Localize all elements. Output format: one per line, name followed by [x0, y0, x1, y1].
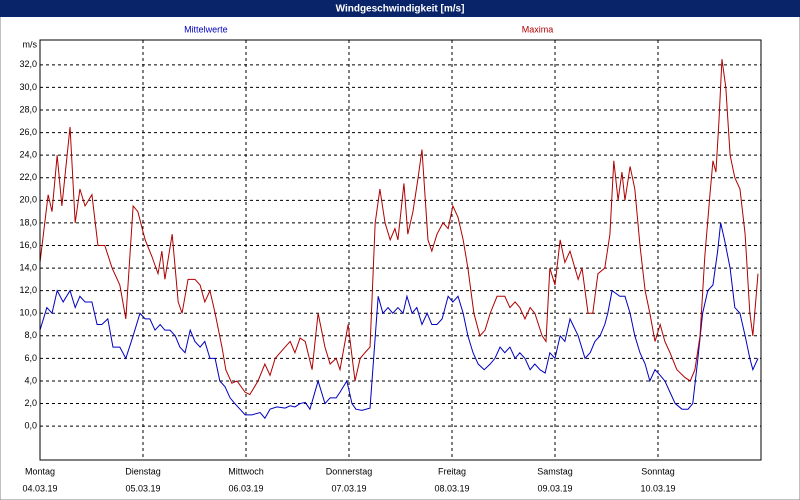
y-axis-unit: m/s: [23, 39, 38, 49]
chart-title: Windgeschwindigkeit [m/s]: [336, 4, 465, 15]
y-tick-label: 12,0: [19, 285, 37, 295]
y-tick-label: 32,0: [19, 59, 37, 69]
y-tick-label: 6,0: [24, 353, 37, 363]
legend-label: Maxima: [522, 24, 554, 34]
y-tick-label: 4,0: [24, 375, 37, 385]
x-tick-label: Donnerstag: [326, 466, 373, 476]
y-tick-label: 22,0: [19, 172, 37, 182]
y-tick-label: 30,0: [19, 82, 37, 92]
series-line: [39, 59, 759, 396]
y-tick-label: 24,0: [19, 150, 37, 160]
y-tick-label: 20,0: [19, 195, 37, 205]
x-tick-label: Mittwoch: [228, 466, 264, 476]
x-tick-date: 10.03.19: [640, 483, 675, 493]
y-tick-label: 26,0: [19, 127, 37, 137]
x-tick-label: Montag: [25, 466, 55, 476]
plot-frame: [39, 39, 762, 461]
x-tick-label: Sonntag: [641, 466, 675, 476]
legend-label: Mittelwerte: [184, 24, 228, 34]
x-tick-date: 08.03.19: [434, 483, 469, 493]
x-tick-date: 05.03.19: [125, 483, 160, 493]
x-tick-date: 07.03.19: [331, 483, 366, 493]
y-tick-label: 14,0: [19, 262, 37, 272]
x-tick-date: 04.03.19: [22, 483, 57, 493]
y-tick-label: 8,0: [24, 330, 37, 340]
x-tick-label: Samstag: [537, 466, 573, 476]
series-line: [39, 222, 759, 420]
y-tick-label: 18,0: [19, 217, 37, 227]
y-tick-label: 0,0: [24, 421, 37, 431]
y-tick-label: 28,0: [19, 104, 37, 114]
x-tick-date: 06.03.19: [228, 483, 263, 493]
y-tick-label: 10,0: [19, 308, 37, 318]
x-tick-label: Dienstag: [125, 466, 161, 476]
title-bar: [0, 0, 800, 17]
x-tick-date: 09.03.19: [537, 483, 572, 493]
y-tick-label: 2,0: [24, 398, 37, 408]
x-tick-label: Freitag: [438, 466, 466, 476]
y-tick-label: 16,0: [19, 240, 37, 250]
